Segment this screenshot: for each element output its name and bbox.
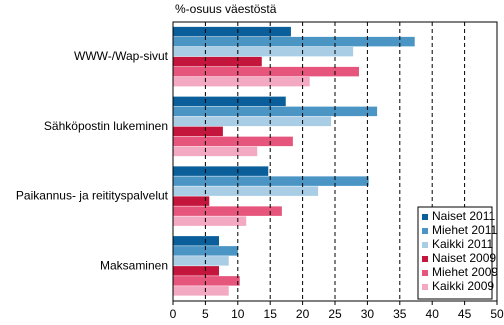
bar: [173, 266, 220, 276]
legend-swatch: [422, 214, 428, 220]
legend-label: Kaikki 2011: [432, 237, 493, 251]
bar: [173, 146, 258, 157]
legend-label: Naiset 2009: [432, 251, 496, 265]
x-tick-label: 25: [328, 307, 342, 321]
bar: [173, 206, 282, 216]
bar: [173, 276, 240, 286]
bar: [173, 256, 229, 266]
bar: [173, 196, 210, 206]
plot-frame: [172, 21, 498, 302]
bar: [173, 176, 369, 186]
legend-box: [417, 206, 493, 300]
x-tick-label: 30: [361, 307, 375, 321]
bar: [173, 166, 269, 176]
bar: [173, 46, 354, 57]
x-tick-label: 10: [231, 307, 245, 321]
x-tick-label: 35: [393, 307, 407, 321]
bar: [173, 26, 291, 37]
chart-title: %-osuus väestöstä: [175, 2, 277, 16]
bar: [173, 126, 223, 137]
x-tick-label: 45: [458, 307, 472, 321]
y-tick-label: Sähköpostin lukeminen: [44, 119, 168, 133]
bar: [173, 56, 262, 67]
legend-swatch: [422, 284, 428, 290]
bar: [173, 216, 247, 226]
x-tick-label: 20: [296, 307, 310, 321]
bar: [173, 76, 310, 87]
x-tick-label: 15: [264, 307, 278, 321]
bar: [173, 186, 319, 196]
bar: [173, 286, 229, 296]
bar: [173, 116, 332, 127]
y-tick-label: Paikannus- ja reitityspalvelut: [16, 189, 169, 203]
legend-label: Kaikki 2009: [432, 279, 494, 293]
x-tick-label: 50: [490, 307, 504, 321]
bar: [173, 66, 359, 77]
legend-swatch: [422, 242, 428, 248]
bar: [173, 236, 220, 246]
legend-label: Miehet 2009: [432, 265, 498, 279]
legend-label: Naiset 2011: [432, 209, 495, 223]
x-tick-label: 40: [426, 307, 440, 321]
bar: [173, 136, 293, 147]
legend-swatch: [422, 256, 428, 262]
legend-swatch: [422, 228, 428, 234]
y-tick-label: Maksaminen: [100, 258, 168, 272]
x-tick-label: 0: [170, 307, 177, 321]
bar: [173, 96, 286, 107]
bar: [173, 36, 415, 47]
x-tick-label: 5: [202, 307, 209, 321]
legend-label: Miehet 2011: [432, 223, 497, 237]
legend-swatch: [422, 270, 428, 276]
bar: [173, 246, 238, 256]
bar: [173, 106, 378, 117]
y-tick-label: WWW-/Wap-sivut: [74, 49, 169, 63]
